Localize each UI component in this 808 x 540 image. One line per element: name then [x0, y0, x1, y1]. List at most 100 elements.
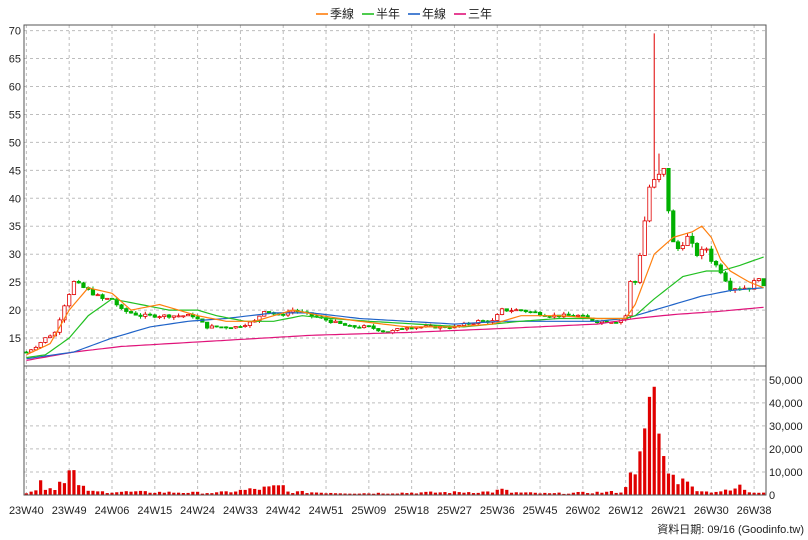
- volume-bar: [652, 386, 656, 495]
- volume-bar: [552, 493, 556, 495]
- candle-body: [566, 313, 571, 316]
- volume-bar: [29, 491, 33, 495]
- volume-bar: [286, 491, 290, 495]
- volume-bar: [733, 488, 737, 495]
- candle-body: [675, 241, 681, 250]
- candle-body: [171, 315, 176, 318]
- moving-average-lines: [26, 225, 764, 361]
- candle-body: [666, 168, 671, 212]
- candle-body: [152, 314, 157, 318]
- volume-bar: [196, 491, 200, 495]
- candle-body: [128, 311, 134, 314]
- price-tick-label: 45: [9, 165, 21, 177]
- volume-bar: [357, 493, 361, 495]
- volume-bar: [514, 492, 518, 495]
- volume-bar: [352, 493, 357, 495]
- candle-body: [100, 294, 105, 299]
- candle-body: [509, 310, 514, 313]
- candle-body: [143, 313, 148, 317]
- volume-bar: [362, 493, 366, 495]
- volume-bar: [267, 486, 271, 495]
- volume-bar: [371, 493, 376, 495]
- volume-bar: [96, 491, 100, 495]
- candle-body: [395, 328, 400, 331]
- candle-body: [637, 255, 643, 283]
- volume-bar: [600, 492, 604, 495]
- candle-body: [518, 309, 524, 312]
- x-tick-label: 26W21: [651, 505, 686, 517]
- candle-body: [656, 173, 662, 180]
- candle-body: [281, 313, 286, 316]
- candle-body: [647, 186, 652, 222]
- volume-bar: [324, 493, 328, 495]
- volume-bar: [700, 491, 704, 495]
- price-tick-label: 35: [9, 221, 21, 233]
- volume-bar: [262, 486, 266, 495]
- candle-body: [533, 311, 538, 314]
- volume-bar: [476, 492, 480, 495]
- volume-bar: [528, 492, 533, 495]
- candle-body: [328, 319, 333, 324]
- candle-body: [233, 326, 238, 329]
- volume-bar: [400, 492, 404, 495]
- volume-bar: [124, 491, 128, 495]
- legend-label: 季線: [330, 6, 354, 21]
- volume-bar: [595, 491, 599, 495]
- candle-body: [694, 242, 700, 256]
- volume-bar: [719, 491, 723, 495]
- volume-bar: [614, 492, 618, 495]
- candle-body: [195, 316, 200, 320]
- volume-bar: [58, 481, 62, 495]
- volume-bar: [747, 492, 751, 495]
- volume-bar: [72, 470, 76, 495]
- volume-bar: [547, 493, 552, 495]
- volume-bar: [462, 492, 466, 495]
- volume-bar: [429, 491, 433, 495]
- candle-body: [528, 311, 533, 314]
- x-tick-label: 26W30: [694, 505, 729, 517]
- candle-body: [447, 327, 452, 329]
- candle-body: [228, 327, 234, 330]
- candle-body: [537, 311, 543, 316]
- candle-body: [376, 328, 381, 332]
- volume-bar: [405, 493, 409, 495]
- volume-bar: [643, 428, 647, 495]
- volume-bar: [567, 493, 571, 495]
- candle-body: [257, 315, 262, 322]
- candle-body: [67, 294, 72, 307]
- x-tick-label: 25W09: [351, 505, 386, 517]
- volume-bar: [581, 491, 585, 495]
- x-tick-label: 26W38: [737, 505, 772, 517]
- price-tick-label: 65: [9, 54, 21, 66]
- volume-bar: [647, 396, 652, 495]
- candle-body: [176, 315, 181, 318]
- volume-bar: [704, 491, 709, 495]
- volume-bar: [638, 451, 642, 495]
- volume-bar: [709, 492, 713, 495]
- volume-bar: [276, 485, 281, 495]
- volume-bar: [424, 491, 428, 495]
- volume-bar: [110, 492, 114, 495]
- candle-body: [76, 281, 81, 284]
- candle-body: [71, 281, 77, 295]
- volume-bar: [234, 491, 238, 495]
- candle-body: [709, 248, 714, 262]
- volume-bar: [438, 492, 442, 495]
- volume-bar: [495, 489, 499, 495]
- volume-bar: [509, 492, 514, 495]
- volume-bar: [91, 490, 95, 495]
- volume-bars: [24, 386, 766, 495]
- volume-bar: [215, 492, 219, 495]
- volume-bar: [543, 492, 547, 495]
- volume-bar: [500, 488, 504, 495]
- volume-bar: [376, 492, 380, 495]
- volume-bar: [157, 491, 162, 495]
- volume-tick-label: 20,000: [769, 444, 803, 456]
- volume-bar: [586, 493, 590, 495]
- volume-bar: [338, 493, 342, 495]
- volume-tick-label: 10,000: [769, 467, 803, 479]
- volume-bar: [314, 492, 319, 495]
- volume-bar: [681, 478, 685, 495]
- volume-bar: [134, 491, 138, 495]
- candle-body: [504, 308, 509, 312]
